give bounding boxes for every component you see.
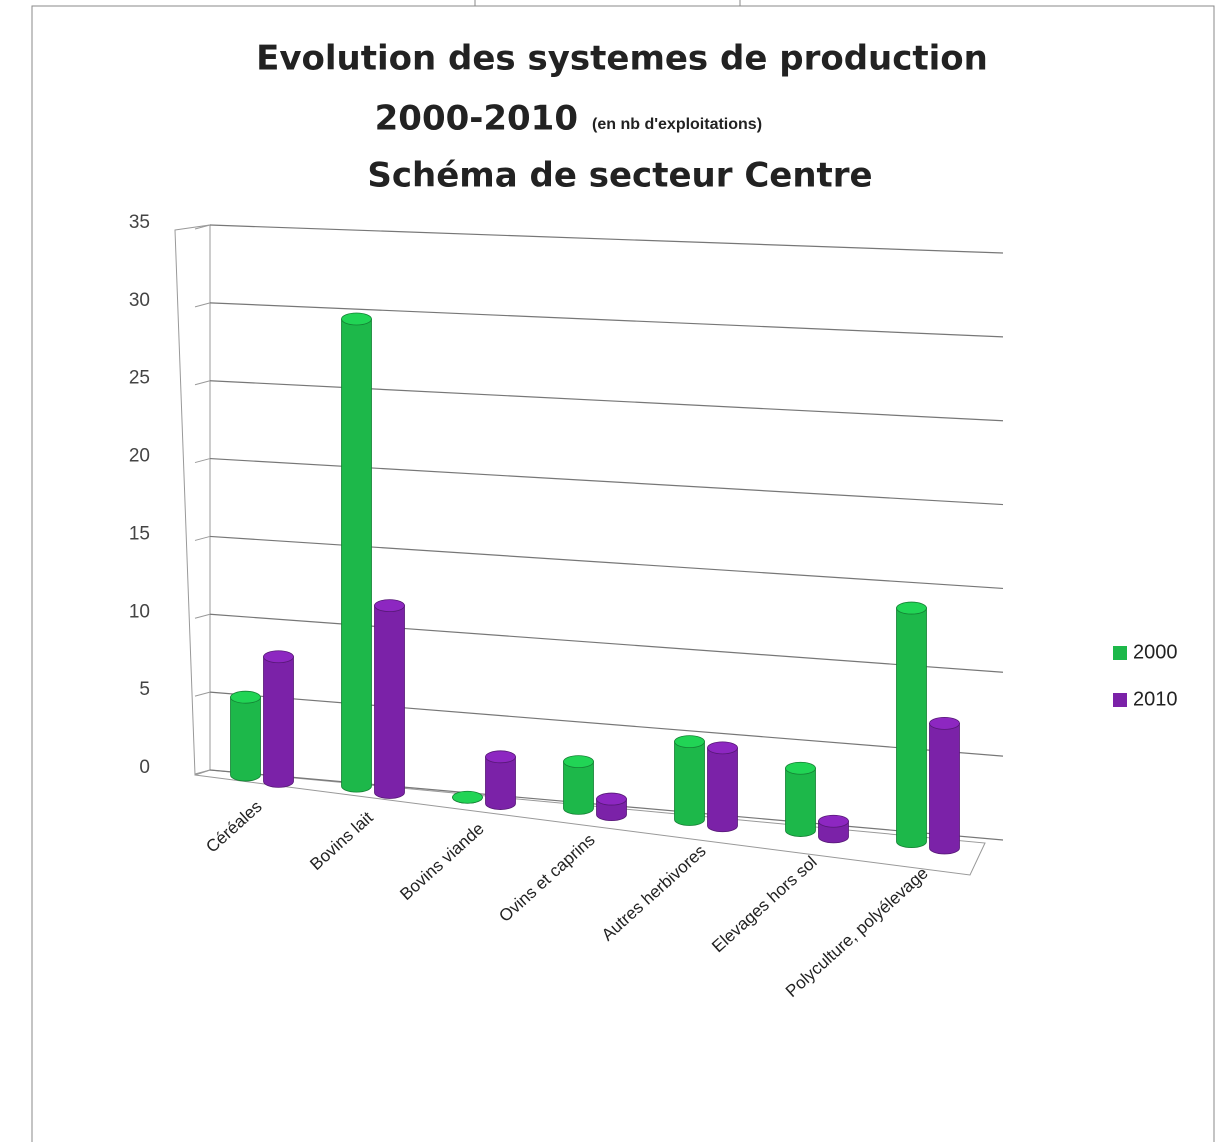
- bar-body: [707, 747, 738, 833]
- bar-body: [230, 696, 261, 782]
- bar-body: [785, 767, 816, 837]
- chart-frame: [31, 5, 1215, 1142]
- bar-body: [929, 722, 960, 855]
- tick-mark: [194, 458, 211, 464]
- tick-mark: [194, 380, 211, 386]
- bar: [563, 755, 594, 815]
- bar-top: [785, 761, 816, 775]
- bar: [818, 814, 849, 844]
- bar-top: [674, 735, 705, 748]
- bar: [674, 735, 705, 826]
- chart-subtitle: Schéma de secteur Centre: [367, 156, 872, 196]
- tick-mark: [194, 535, 211, 541]
- y-tick-label: 5: [139, 679, 150, 700]
- tick-mark: [194, 613, 211, 619]
- bar-top: [341, 312, 372, 326]
- bar-body: [374, 605, 405, 799]
- y-tick-label: 15: [129, 523, 150, 544]
- bar: [596, 792, 627, 822]
- bar: [374, 599, 405, 799]
- bar: [929, 716, 960, 855]
- y-tick-label: 35: [129, 212, 150, 233]
- bar: [707, 741, 738, 833]
- bar-body: [485, 756, 516, 810]
- bar-top: [818, 814, 849, 828]
- grid-line: [209, 224, 1004, 254]
- bar-body: [341, 318, 372, 793]
- bar-top: [563, 755, 594, 769]
- bar: [263, 650, 294, 788]
- bar: [452, 790, 483, 804]
- bar-top: [230, 690, 261, 704]
- y-tick-label: 10: [129, 601, 150, 622]
- tick-mark: [194, 302, 211, 308]
- chart-title: Evolution des systemes de production: [256, 39, 988, 79]
- bar-body: [896, 607, 927, 849]
- bar-top: [707, 741, 738, 755]
- bar-body: [263, 656, 294, 788]
- bar-top: [929, 716, 960, 730]
- tick-mark: [194, 769, 211, 775]
- y-tick-label: 20: [129, 446, 150, 467]
- legend-label: 2000: [1133, 641, 1178, 663]
- bar-body: [674, 741, 705, 826]
- bar: [485, 750, 516, 810]
- bar-top: [896, 601, 927, 615]
- bar-top: [263, 650, 294, 664]
- legend-label: 2010: [1133, 688, 1178, 710]
- bar-body: [563, 761, 594, 815]
- y-tick-label: 25: [129, 368, 150, 389]
- bar-top: [485, 750, 516, 764]
- chart-title-note: (en nb d'exploitations): [592, 116, 762, 133]
- legend-swatch: [1113, 693, 1127, 707]
- tick-mark: [194, 691, 211, 697]
- y-tick-label: 0: [139, 757, 150, 778]
- tick-mark: [194, 224, 211, 230]
- bar: [896, 601, 927, 849]
- bar: [785, 761, 816, 837]
- y-tick-label: 30: [129, 290, 150, 311]
- bar-top: [374, 599, 405, 612]
- chart-title-line2: 2000-2010: [375, 99, 578, 139]
- bar: [341, 312, 372, 793]
- bar-top: [452, 790, 483, 804]
- grid-line: [209, 302, 1004, 338]
- legend-swatch: [1113, 646, 1127, 660]
- bar: [230, 690, 261, 782]
- bar-top: [596, 792, 627, 806]
